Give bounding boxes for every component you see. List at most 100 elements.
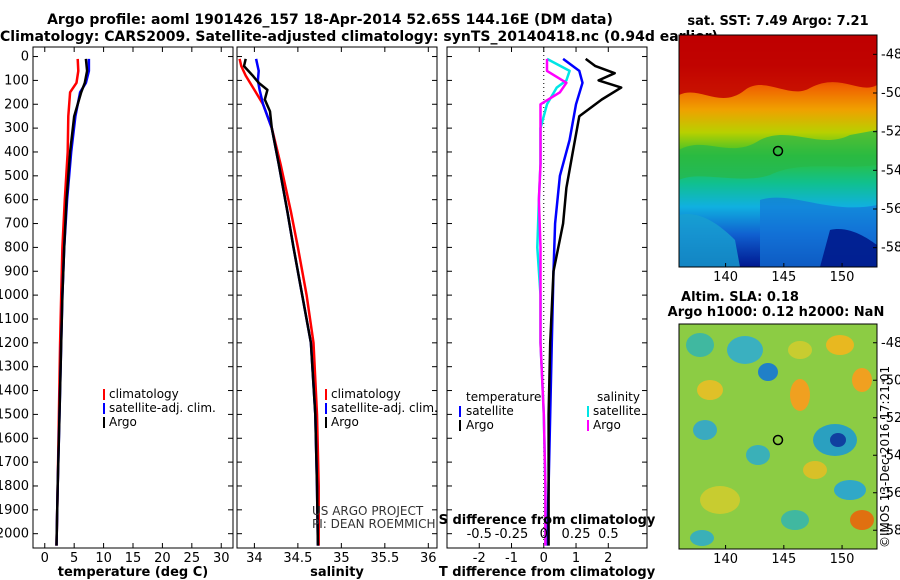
sla-map-ytick-label: -58 xyxy=(881,523,900,538)
salinity-xtick-label: 34.5 xyxy=(283,551,312,566)
sst-map-xtick-label: 150 xyxy=(830,270,855,285)
sla-map-ytick-label: -48 xyxy=(881,336,900,351)
sla-map-frame xyxy=(678,323,878,550)
sst-map-ytick-label: -52 xyxy=(881,125,900,140)
project-annotation: PI: DEAN ROEMMICH xyxy=(312,517,435,531)
difference-xtick-label: 1 xyxy=(572,551,580,566)
depth-tick-label: 300 xyxy=(4,121,29,136)
depth-tick-label: 2000 xyxy=(0,527,29,542)
depth-tick-label: 200 xyxy=(4,97,29,112)
difference-series-temperature-argo xyxy=(547,57,623,546)
temperature-legend-label: satellite-adj. clim. xyxy=(109,401,216,415)
sla-map-xtick-label: 140 xyxy=(713,552,738,567)
sst-map-frame xyxy=(678,34,878,268)
temperature-xtick-label: 0 xyxy=(41,551,49,566)
depth-tick-label: 1300 xyxy=(0,360,29,375)
sla-map-subtitle: Argo h1000: 0.12 h2000: NaN xyxy=(668,305,885,320)
temperature-legend-label: climatology xyxy=(109,387,179,401)
difference-xtick-label: 0 xyxy=(540,551,548,566)
sla-map-xtick-label: 145 xyxy=(771,552,796,567)
difference-s-tick-label: -0.25 xyxy=(495,527,529,542)
difference-xlabel: T difference from climatology xyxy=(439,565,656,580)
difference-plot-frame xyxy=(446,46,648,549)
sst-map-ytick-label: -58 xyxy=(881,241,900,256)
sla-map-title: Altim. SLA: 0.18 xyxy=(681,290,799,305)
imos-credit: ©IMOS 13-Dec-2016 17:21:01 xyxy=(878,366,892,548)
salinity-series-argo xyxy=(242,58,320,546)
sla-map-ytick-label: -50 xyxy=(881,373,900,388)
difference-s-tick-label: -0.5 xyxy=(467,527,492,542)
sst-map-xtick-label: 145 xyxy=(771,270,796,285)
chart-title-line2: Climatology: CARS2009. Satellite-adjuste… xyxy=(0,29,718,45)
depth-tick-label: 600 xyxy=(4,193,29,208)
difference-xlabel-top: S difference from climatology xyxy=(439,513,656,528)
salinity-xtick-label: 34 xyxy=(246,551,263,566)
sla-map-image xyxy=(679,324,877,549)
salinity-xlabel: salinity xyxy=(310,565,364,580)
depth-tick-label: 700 xyxy=(4,217,29,232)
depth-tick-label: 900 xyxy=(4,264,29,279)
difference-legend-label: satellite xyxy=(593,404,641,418)
difference-series-temperature-satellite xyxy=(545,57,584,546)
difference-legend-title-left: temperature xyxy=(466,390,541,404)
depth-tick-label: 1000 xyxy=(0,288,29,303)
difference-s-tick-label: 0.5 xyxy=(598,527,619,542)
sla-map-ytick-label: -52 xyxy=(881,411,900,426)
temperature-series-climatology xyxy=(55,58,80,546)
temperature-xtick-label: 10 xyxy=(95,551,112,566)
depth-tick-label: 1400 xyxy=(0,384,29,399)
sst-map-ytick-label: -50 xyxy=(881,86,900,101)
depth-tick-label: 0 xyxy=(21,50,29,65)
temperature-xtick-label: 5 xyxy=(70,551,78,566)
difference-legend-label: satellite xyxy=(466,404,514,418)
project-annotation: US ARGO PROJECT xyxy=(312,504,424,518)
salinity-series-climatology xyxy=(238,58,320,546)
depth-tick-label: 1600 xyxy=(0,431,29,446)
difference-xtick-label: 2 xyxy=(604,551,612,566)
sst-map-ytick-label: -48 xyxy=(881,47,900,62)
temperature-xtick-label: 30 xyxy=(213,551,230,566)
difference-legend-title-right: salinity xyxy=(597,390,640,404)
sst-float-marker xyxy=(772,145,784,157)
salinity-legend-label: Argo xyxy=(331,415,359,429)
depth-tick-label: 1900 xyxy=(0,503,29,518)
depth-tick-label: 1800 xyxy=(0,479,29,494)
temperature-xtick-label: 25 xyxy=(184,551,201,566)
temperature-legend-label: Argo xyxy=(109,415,137,429)
depth-tick-label: 1200 xyxy=(0,336,29,351)
salinity-legend-label: satellite-adj. clim. xyxy=(331,401,438,415)
salinity-plot-frame xyxy=(236,46,438,549)
salinity-legend-label: climatology xyxy=(331,387,401,401)
salinity-xtick-label: 35.5 xyxy=(370,551,399,566)
salinity-xtick-label: 36 xyxy=(420,551,437,566)
temperature-series-argo xyxy=(55,58,89,546)
depth-tick-label: 400 xyxy=(4,145,29,160)
chart-title-line1: Argo profile: aoml 1901426_157 18-Apr-20… xyxy=(47,12,613,28)
difference-s-tick-label: 0 xyxy=(540,527,548,542)
depth-tick-label: 500 xyxy=(4,169,29,184)
sla-map-ytick-label: -54 xyxy=(881,448,900,463)
salinity-xtick-label: 35 xyxy=(333,551,350,566)
sla-map-xtick-label: 150 xyxy=(830,552,855,567)
depth-tick-label: 1700 xyxy=(0,455,29,470)
difference-legend-label: Argo xyxy=(593,418,621,432)
depth-tick-label: 800 xyxy=(4,240,29,255)
sst-map-ytick-label: -56 xyxy=(881,202,900,217)
temperature-xtick-label: 15 xyxy=(125,551,142,566)
sst-map-title: sat. SST: 7.49 Argo: 7.21 xyxy=(687,14,868,29)
depth-tick-label: 1100 xyxy=(0,312,29,327)
sst-map-ytick-label: -54 xyxy=(881,163,900,178)
depth-tick-label: 100 xyxy=(4,73,29,88)
sst-map-image xyxy=(679,35,877,267)
difference-xtick-label: -2 xyxy=(473,551,486,566)
sla-float-marker xyxy=(772,434,784,446)
depth-tick-label: 1500 xyxy=(0,407,29,422)
difference-s-tick-label: 0.25 xyxy=(562,527,591,542)
difference-xtick-label: -1 xyxy=(505,551,518,566)
difference-series-salinity-argo xyxy=(537,58,568,546)
temperature-xlabel: temperature (deg C) xyxy=(58,565,208,580)
sst-map-xtick-label: 140 xyxy=(713,270,738,285)
sla-map-ytick-label: -56 xyxy=(881,486,900,501)
temperature-xtick-label: 20 xyxy=(154,551,171,566)
